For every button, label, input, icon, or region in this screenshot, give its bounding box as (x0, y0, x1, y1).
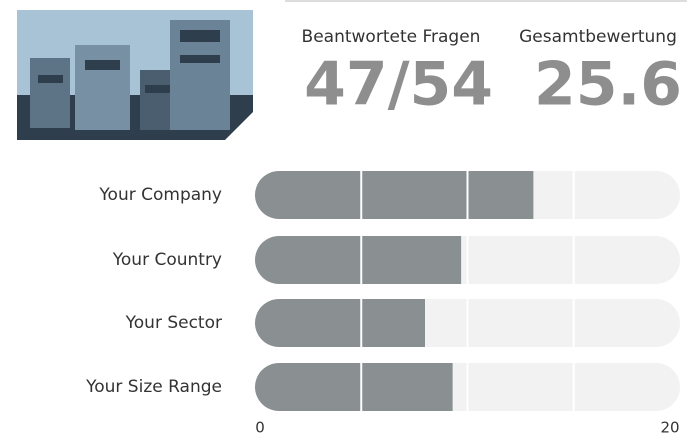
y-tick-label: Your Size Range (85, 377, 222, 397)
y-tick-label: Your Company (98, 185, 222, 205)
x-tick-label: 0 (255, 419, 265, 437)
bar (255, 171, 534, 219)
stat-label: Gesamtbewertung (519, 27, 677, 47)
stat-label: Beantwortete Fragen (302, 27, 481, 47)
bar (255, 299, 425, 347)
city-illustration (17, 10, 253, 140)
stat-value: 25.6 (534, 50, 682, 120)
x-tick-label: 20 (660, 419, 679, 437)
y-tick-label: Your Sector (125, 313, 222, 333)
bar (255, 236, 462, 284)
bar (255, 363, 453, 411)
stat-value: 47/54 (304, 50, 493, 120)
y-tick-label: Your Country (112, 250, 222, 270)
